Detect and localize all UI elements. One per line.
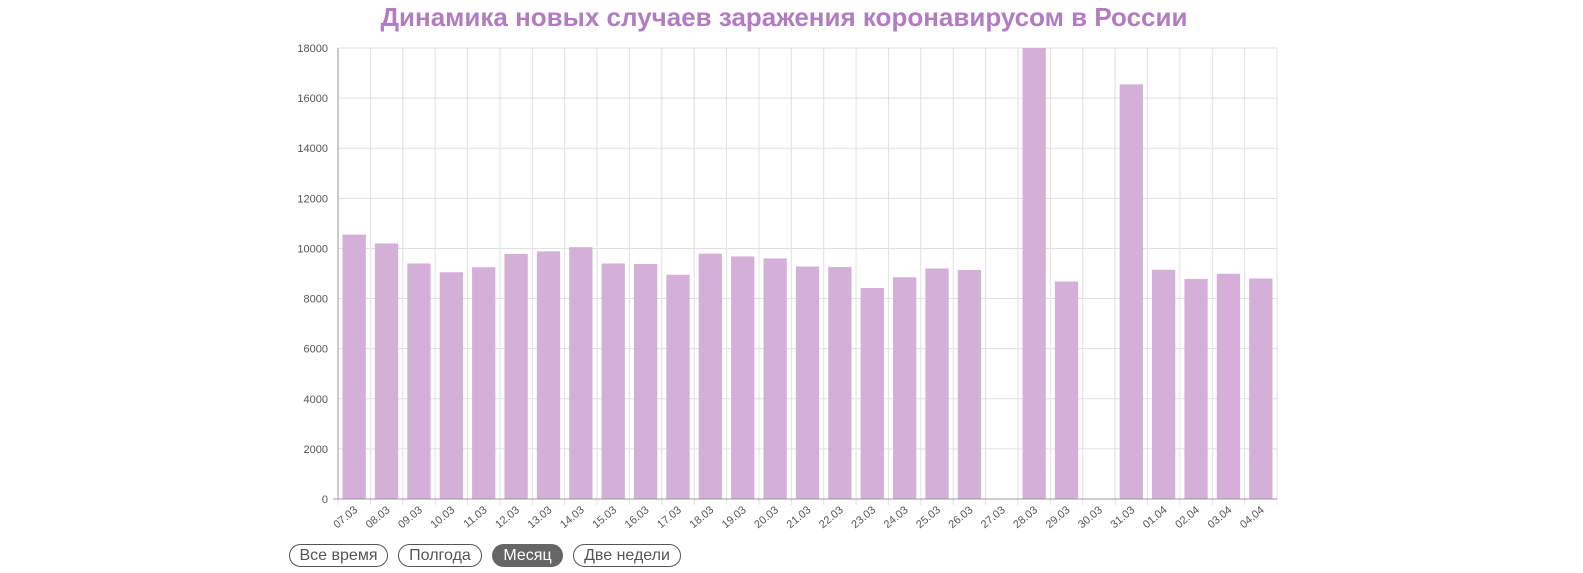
x-tick-label: 21.03 bbox=[785, 504, 814, 531]
bar bbox=[666, 274, 690, 499]
x-tick-label: 22.03 bbox=[817, 504, 846, 531]
bar bbox=[601, 263, 625, 499]
x-tick-label: 29.03 bbox=[1044, 504, 1073, 531]
filter-half-year-button[interactable]: Полгода bbox=[398, 544, 482, 567]
x-tick-label: 18.03 bbox=[687, 504, 716, 531]
x-tick-label: 19.03 bbox=[720, 504, 749, 531]
x-tick-label: 08.03 bbox=[364, 504, 393, 531]
x-tick-label: 31.03 bbox=[1108, 504, 1137, 531]
bar bbox=[1119, 84, 1143, 499]
bar bbox=[504, 253, 528, 499]
y-tick-label: 0 bbox=[322, 494, 328, 506]
bar bbox=[439, 272, 463, 499]
x-tick-label: 10.03 bbox=[428, 504, 457, 531]
x-tick-label: 12.03 bbox=[493, 504, 522, 531]
bar bbox=[892, 277, 917, 499]
x-tick-label: 27.03 bbox=[979, 504, 1008, 531]
x-tick-label: 02.04 bbox=[1173, 504, 1202, 531]
y-tick-label: 4000 bbox=[304, 394, 328, 406]
x-tick-label: 09.03 bbox=[396, 504, 425, 531]
bar-chart: 0 2000 4000 6000 8000 10000 12000 14000 16000 180… bbox=[297, 43, 1278, 531]
x-tick-label: 23.03 bbox=[849, 504, 878, 531]
y-tick-label: 10000 bbox=[297, 243, 328, 255]
x-tick-label: 11.03 bbox=[461, 504, 489, 530]
x-tick-label: 16.03 bbox=[623, 504, 652, 531]
x-tick-label: 14.03 bbox=[558, 504, 587, 531]
bar bbox=[698, 253, 723, 499]
bar bbox=[763, 258, 787, 499]
bar bbox=[1152, 269, 1176, 499]
x-tick-label: 17.03 bbox=[655, 504, 684, 531]
x-tick-label: 13.03 bbox=[526, 504, 555, 531]
bar bbox=[1249, 278, 1273, 499]
y-tick-label: 12000 bbox=[297, 193, 328, 205]
bars bbox=[342, 48, 1273, 500]
bar bbox=[536, 251, 561, 499]
bar bbox=[860, 288, 884, 499]
x-tick-label: 15.03 bbox=[590, 504, 619, 531]
bar bbox=[342, 234, 366, 500]
bar bbox=[795, 266, 820, 499]
y-tick-label: 6000 bbox=[304, 344, 328, 356]
x-tick-label: 20.03 bbox=[752, 504, 781, 531]
y-tick-label: 14000 bbox=[297, 143, 328, 155]
x-tick-label: 26.03 bbox=[947, 504, 976, 531]
bar bbox=[1216, 273, 1241, 499]
x-tick-label: 30.03 bbox=[1076, 504, 1105, 531]
bar bbox=[1054, 281, 1079, 499]
filter-month-button[interactable]: Месяц bbox=[492, 544, 563, 567]
bar bbox=[569, 247, 593, 499]
bar bbox=[1022, 48, 1046, 499]
axes bbox=[333, 48, 1277, 500]
x-tick-label: 25.03 bbox=[914, 504, 943, 531]
bar bbox=[925, 268, 949, 499]
x-tick-label: 24.03 bbox=[882, 504, 911, 531]
bar bbox=[957, 269, 982, 499]
bar bbox=[633, 263, 658, 499]
y-tick-label: 8000 bbox=[304, 294, 328, 306]
filter-all-time-button[interactable]: Все время bbox=[289, 544, 388, 567]
y-tick-label: 18000 bbox=[297, 43, 328, 55]
y-tick-label: 2000 bbox=[304, 444, 328, 456]
bar bbox=[731, 256, 755, 499]
x-tick-label: 03.04 bbox=[1206, 504, 1235, 531]
bar bbox=[1184, 279, 1208, 499]
x-tick-label: 07.03 bbox=[331, 504, 360, 531]
bar bbox=[407, 263, 431, 499]
bar bbox=[472, 267, 496, 499]
bar bbox=[828, 266, 852, 499]
chart-title: Динамика новых случаев заражения коронав… bbox=[380, 2, 1188, 32]
x-tick-label: 28.03 bbox=[1011, 504, 1040, 531]
x-tick-label: 04.04 bbox=[1238, 504, 1267, 531]
bar bbox=[374, 243, 399, 499]
filter-two-weeks-button[interactable]: Две недели bbox=[573, 544, 681, 567]
y-tick-label: 16000 bbox=[297, 93, 328, 105]
x-tick-label: 01.04 bbox=[1141, 504, 1170, 531]
